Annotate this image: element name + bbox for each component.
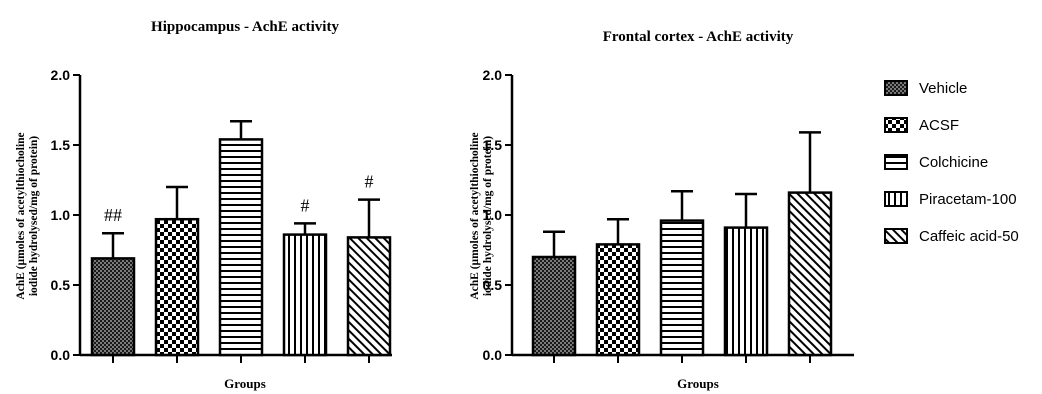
significance-marker: # — [365, 172, 374, 192]
legend-swatch — [884, 117, 908, 133]
y-tick-label: 0.5 — [51, 277, 71, 293]
bar-vehicle — [531, 255, 577, 357]
y-tick-label: 0.0 — [483, 347, 503, 363]
y-tick-label: 0.5 — [483, 277, 503, 293]
legend-swatch — [884, 154, 908, 170]
x-axis-label: Groups — [224, 376, 266, 391]
bar-acsf — [595, 243, 641, 357]
legend-label: Piracetam-100 — [919, 191, 1017, 208]
legend-swatch — [884, 80, 908, 96]
y-tick-label: 1.5 — [51, 137, 71, 153]
legend-item-acsf: ACSF — [884, 117, 959, 134]
chart-title: Hippocampus - AchE activity — [151, 19, 339, 35]
y-tick-label: 2.0 — [483, 67, 503, 83]
legend-item-vehicle: Vehicle — [884, 80, 967, 97]
bar-piracetam-100 — [723, 226, 769, 357]
hippocampus-chart: Hippocampus - AchE activity AchE (µmoles… — [15, 19, 392, 391]
legend-swatch — [884, 191, 908, 207]
significance-marker: ## — [104, 205, 122, 225]
frontal-cortex-chart: Frontal cortex - AchE activity AchE (µmo… — [469, 29, 854, 391]
y-tick-label: 2.0 — [51, 67, 71, 83]
x-axis-label: Groups — [677, 376, 719, 391]
legend-label: ACSF — [919, 117, 959, 134]
legend-item-piracetam-100: Piracetam-100 — [884, 191, 1017, 208]
plot-area: 0.00.51.01.52.0## ## — [51, 67, 392, 363]
plot-area: 0.0 0.5 1.0 1.5 2.0 — [483, 67, 854, 363]
chart-title: Frontal cortex - AchE activity — [603, 29, 794, 45]
legend-swatch — [884, 228, 908, 244]
legend-label: Caffeic acid-50 — [919, 228, 1019, 245]
y-axis-label-line-2: iodide hydrolysed/mg of protein) — [28, 136, 40, 296]
bar-caffeic-acid-50 — [346, 236, 392, 357]
bar-colchicine — [218, 138, 264, 357]
y-tick-label: 1.5 — [483, 137, 503, 153]
y-axis-label: AchE (µmoles of acetylthiocholine iodide… — [469, 132, 494, 299]
legend-label: Colchicine — [919, 154, 988, 171]
y-tick-label: 0.0 — [51, 347, 71, 363]
bar-colchicine — [659, 219, 705, 357]
bar-acsf — [154, 217, 200, 357]
legend-item-colchicine: Colchicine — [884, 154, 988, 171]
bar-piracetam-100 — [282, 233, 328, 357]
y-tick-label: 1.0 — [483, 207, 503, 223]
y-axis-label-line-1: AchE (µmoles of acetylthiocholine — [15, 132, 27, 299]
bar-vehicle — [90, 257, 136, 357]
y-axis-label: AchE (µmoles of acetylthiocholine iodide… — [15, 132, 40, 299]
legend-item-caffeic-acid-50: Caffeic acid-50 — [884, 228, 1019, 245]
bar-caffeic-acid-50 — [787, 191, 833, 357]
y-tick-label: 1.0 — [51, 207, 71, 223]
significance-marker: # — [301, 195, 310, 215]
y-axis-label-line-2: iodide hydrolysed/mg of protein) — [482, 136, 494, 296]
y-axis-label-line-1: AchE (µmoles of acetylthiocholine — [469, 132, 481, 299]
legend: Vehicle ACSF Colchicine Piracetam-100 Caffei… — [884, 80, 1019, 245]
legend-label: Vehicle — [919, 80, 967, 97]
